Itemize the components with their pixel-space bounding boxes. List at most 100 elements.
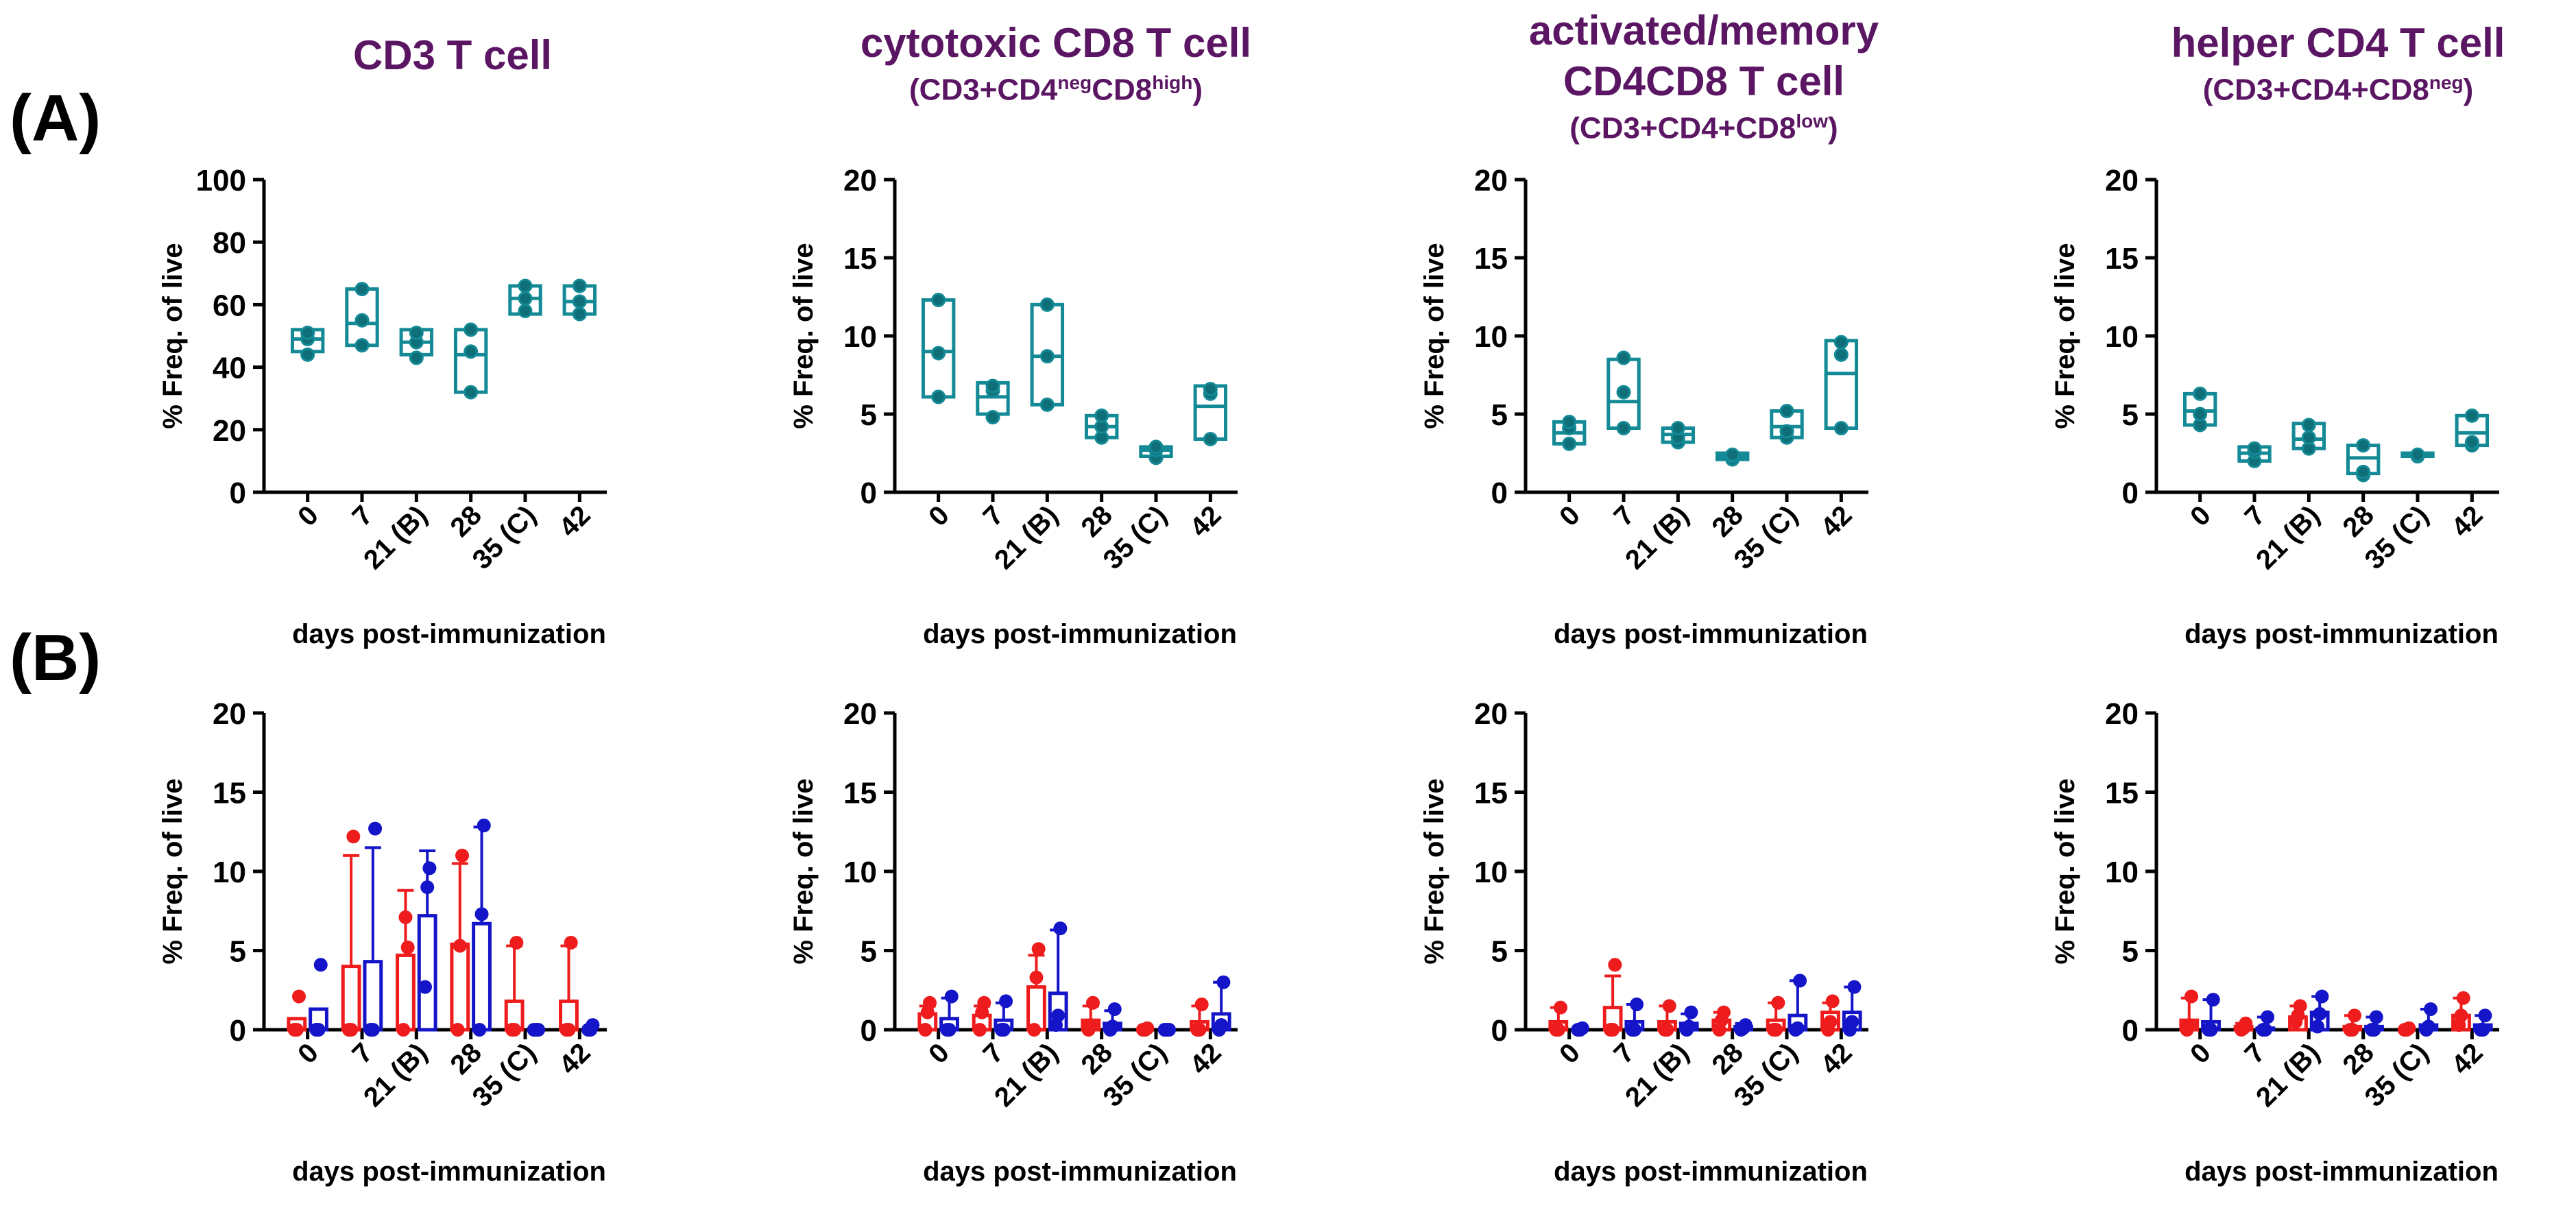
y-axis-label: % Freq. of live <box>158 243 188 428</box>
bar <box>452 944 468 1030</box>
data-point <box>977 996 991 1010</box>
data-point <box>999 994 1013 1008</box>
data-point <box>2194 387 2206 400</box>
data-point <box>1791 1022 1805 1035</box>
data-point <box>2184 989 2198 1003</box>
data-point <box>1563 437 1576 450</box>
panel-A3: 05101520% Freq. of live0 721 (B) 2835 (C) 4… <box>1419 164 1868 649</box>
y-tick-label: 0 <box>2122 476 2139 510</box>
data-point <box>1086 996 1100 1010</box>
x-tick-label: 0 <box>292 500 324 532</box>
y-tick-label: 5 <box>2122 398 2139 432</box>
x-tick-label: 42 <box>1184 500 1227 543</box>
data-point <box>507 1023 521 1037</box>
data-point <box>346 830 360 843</box>
data-point <box>1195 998 1209 1011</box>
x-tick-label: 28 <box>2337 500 2380 543</box>
data-point <box>1608 958 1622 971</box>
data-point <box>1617 422 1630 435</box>
data-point <box>519 292 531 304</box>
data-point <box>1214 1018 1228 1032</box>
bar <box>343 967 359 1030</box>
y-tick-label: 0 <box>860 1014 877 1048</box>
data-point <box>1835 422 1847 435</box>
x-axis-label: days post-immunization <box>2184 619 2499 649</box>
data-point <box>302 326 314 339</box>
x-tick-label: 35 (C) <box>1729 1037 1804 1113</box>
data-point <box>1041 298 1053 311</box>
data-point <box>1084 1018 1098 1032</box>
data-point <box>1717 1006 1731 1019</box>
y-tick-label: 80 <box>213 226 246 260</box>
data-point <box>564 936 578 950</box>
data-point <box>344 1023 358 1037</box>
x-tick-label: 35 (C) <box>1098 1037 1173 1113</box>
data-point <box>472 1023 486 1037</box>
y-tick-label: 5 <box>230 935 246 969</box>
y-tick-label: 20 <box>843 164 877 197</box>
data-point <box>1576 1022 1589 1035</box>
x-tick-label: 21 (B) <box>989 500 1064 575</box>
data-point <box>1096 409 1108 422</box>
data-point <box>973 1023 987 1037</box>
data-point <box>531 1023 545 1037</box>
y-tick-label: 15 <box>843 777 877 810</box>
data-point <box>477 819 491 832</box>
data-point <box>1053 921 1067 935</box>
y-tick-label: 20 <box>213 697 246 731</box>
data-point <box>1769 1023 1783 1037</box>
data-point <box>2302 419 2315 431</box>
data-point <box>1617 352 1630 364</box>
bar <box>474 923 490 1030</box>
y-tick-label: 0 <box>2122 1014 2139 1048</box>
data-point <box>2182 1018 2196 1032</box>
x-tick-label: 7 <box>978 500 1010 532</box>
x-tick-label: 0 <box>1554 1037 1586 1070</box>
y-axis-label: % Freq. of live <box>789 778 819 964</box>
y-axis-label: % Freq. of live <box>2050 243 2080 428</box>
data-point <box>2294 999 2307 1013</box>
data-point <box>1739 1018 1753 1032</box>
x-tick-label: 42 <box>2446 500 2489 543</box>
y-tick-label: 10 <box>213 856 246 889</box>
bar <box>365 962 381 1030</box>
data-point <box>1041 350 1053 363</box>
data-point <box>2311 1019 2324 1033</box>
data-point <box>2466 409 2478 422</box>
data-point <box>1027 1023 1041 1037</box>
y-tick-label: 0 <box>1491 1014 1508 1048</box>
x-tick-label: 21 (B) <box>358 1037 433 1113</box>
data-point <box>368 822 382 836</box>
x-tick-label: 7 <box>347 500 379 532</box>
data-point <box>302 348 314 361</box>
data-point <box>1628 1023 1641 1037</box>
data-point <box>1216 976 1230 989</box>
y-tick-label: 60 <box>213 289 246 322</box>
data-point <box>1781 404 1793 417</box>
y-tick-label: 20 <box>1474 697 1508 731</box>
y-axis-label: % Freq. of live <box>789 243 819 428</box>
data-point <box>1192 1023 1206 1037</box>
data-point <box>519 305 531 317</box>
y-tick-label: 10 <box>1474 320 1508 354</box>
y-tick-label: 15 <box>2105 242 2139 276</box>
data-point <box>1660 1023 1674 1037</box>
x-tick-label: 42 <box>2446 1037 2489 1080</box>
bar <box>398 955 414 1030</box>
x-tick-label: 35 (C) <box>1098 500 1173 575</box>
x-tick-label: 28 <box>1075 1037 1118 1080</box>
data-point <box>1552 1023 1565 1037</box>
data-point <box>453 939 467 953</box>
data-point <box>2478 1008 2492 1022</box>
data-point <box>2302 431 2315 444</box>
data-point <box>410 326 422 339</box>
x-tick-label: 7 <box>347 1037 379 1070</box>
data-point <box>1726 448 1739 461</box>
data-point <box>2348 1008 2361 1022</box>
y-tick-label: 100 <box>196 164 246 197</box>
data-point <box>1554 1001 1567 1015</box>
data-point <box>1845 1015 1859 1028</box>
x-tick-label: 7 <box>1609 1037 1641 1070</box>
data-point <box>1823 1015 1837 1028</box>
